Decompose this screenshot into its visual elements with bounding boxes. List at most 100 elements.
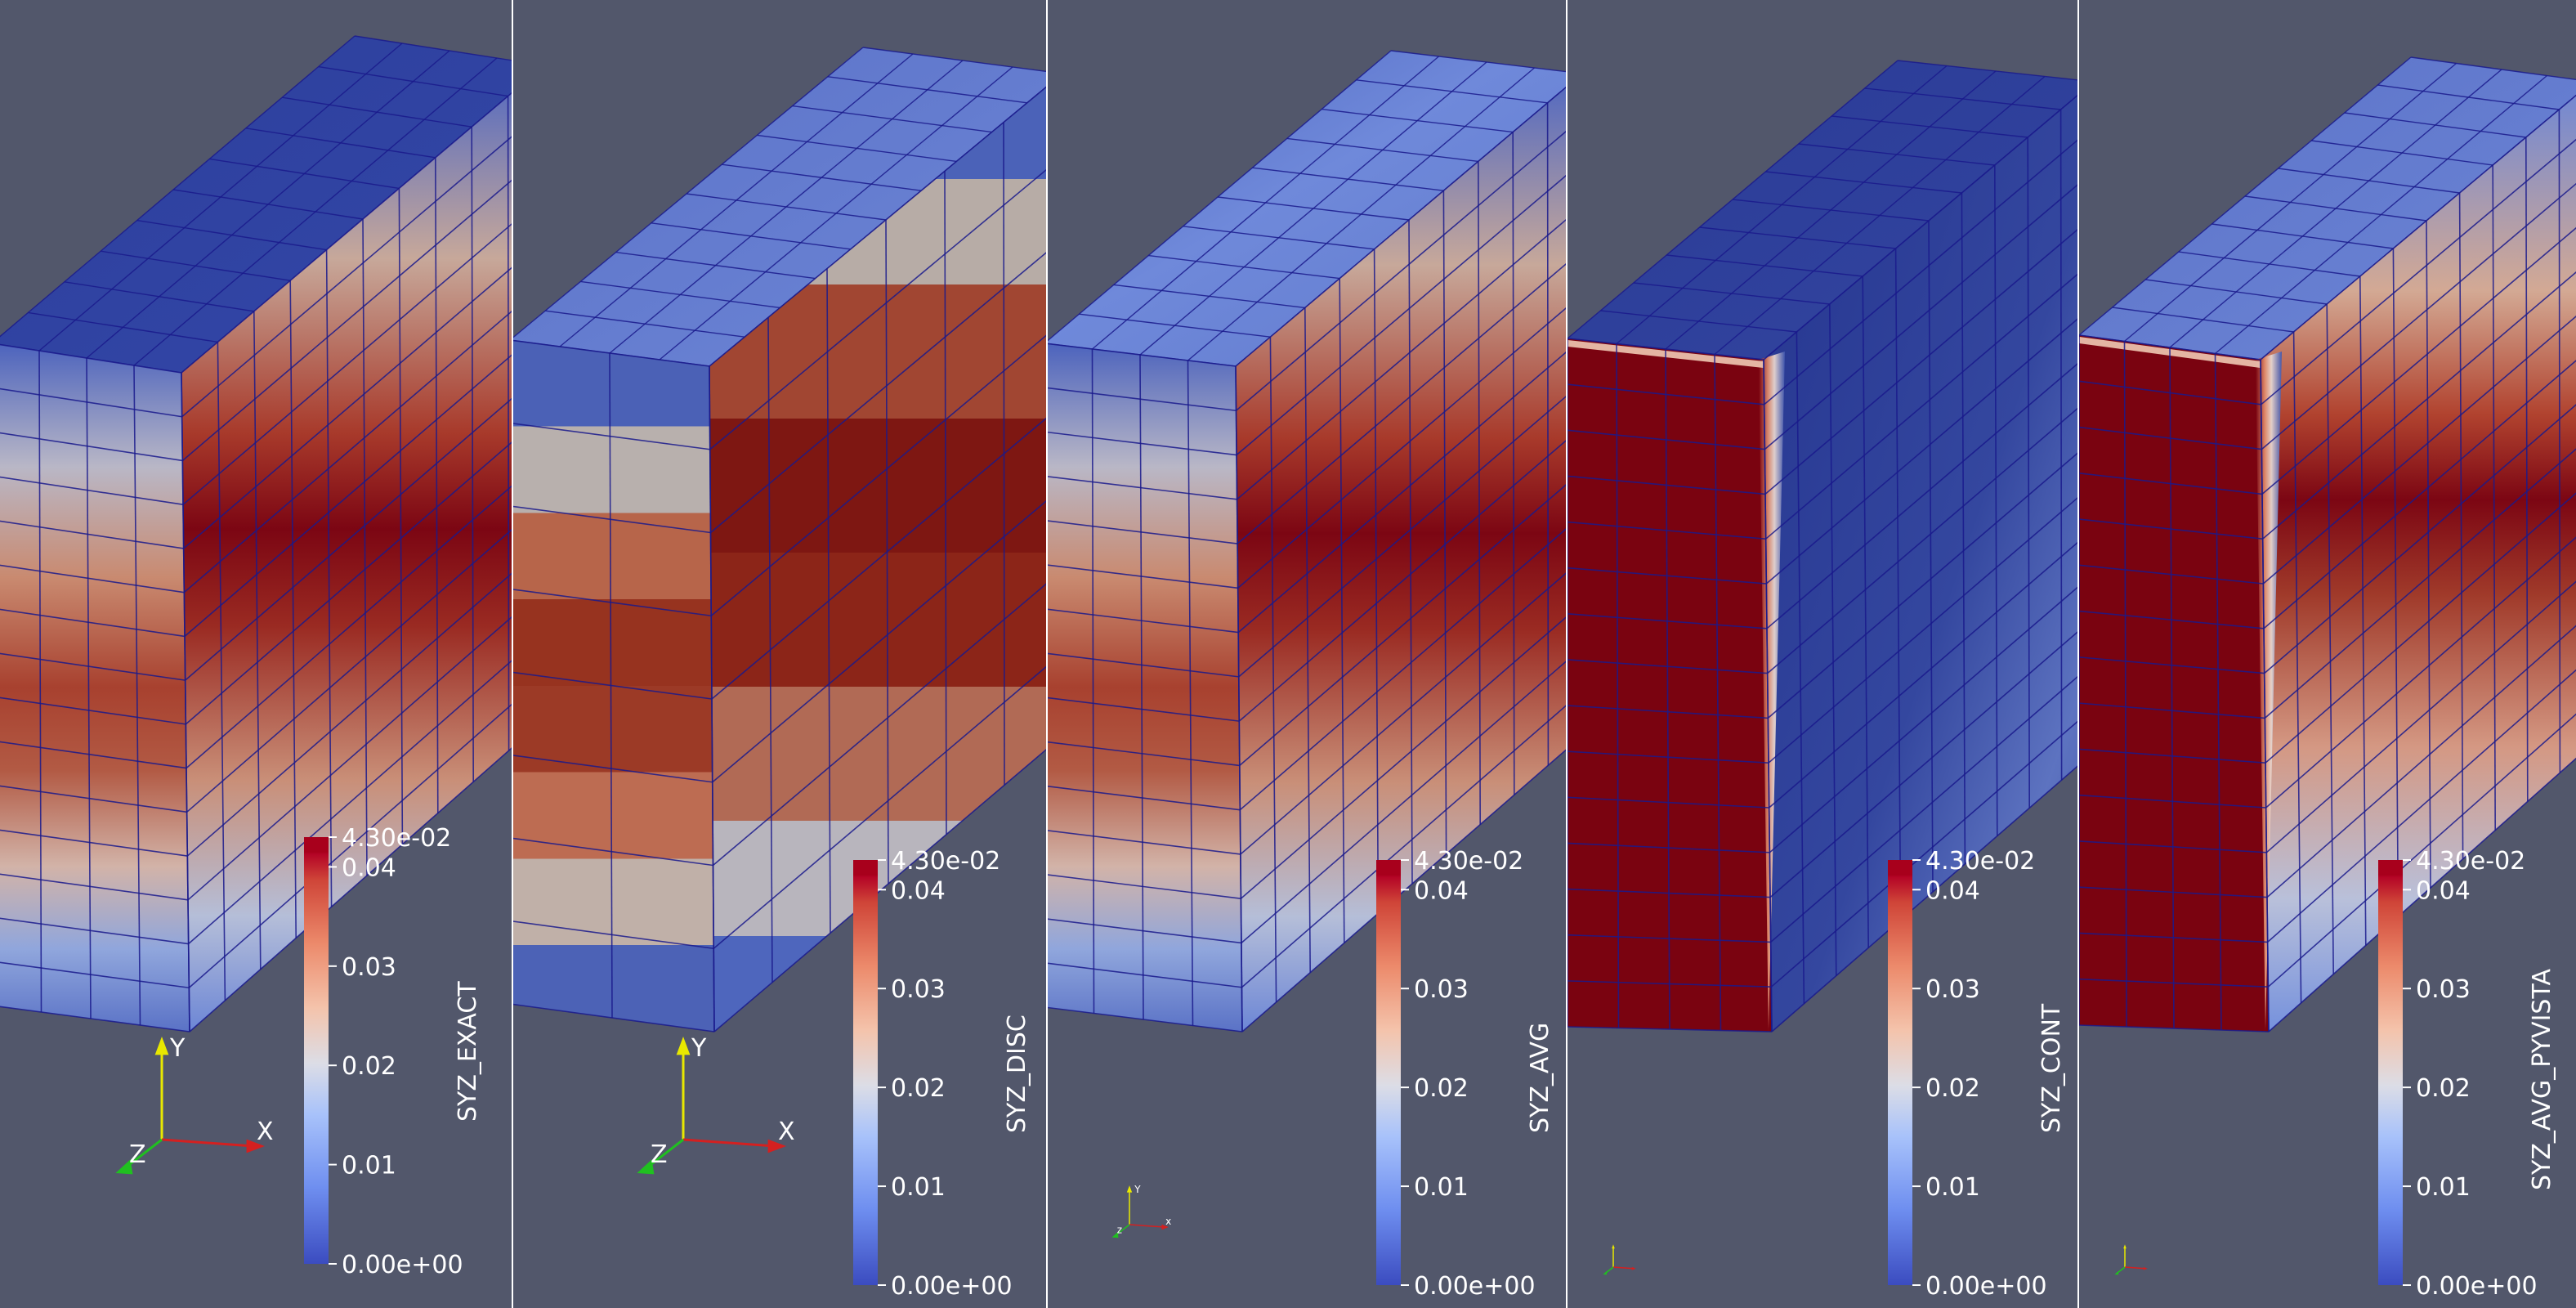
z-axis-arrow	[115, 1159, 133, 1175]
colorbar-tick-label: 0.01	[1925, 1173, 1980, 1202]
panel-divider	[2077, 0, 2079, 1308]
right-face-mesh	[2260, 94, 2576, 1033]
y-axis-arrow	[676, 1037, 691, 1055]
z-axis-line	[1604, 1266, 1614, 1274]
panel-cont: 4.30e-020.04 0.03 0.02 0.01 0.00e+00 SYZ_CONT	[1568, 0, 2077, 1308]
z-axis-line	[125, 1138, 163, 1169]
colorbar-tick-label: 0.03	[891, 975, 946, 1004]
z-axis-label: Z	[129, 1140, 146, 1169]
colorbar-min-label: 0.00e+00	[1414, 1272, 1536, 1301]
colorbar-tick-label: 0.01	[2416, 1173, 2471, 1202]
panel-divider	[512, 0, 513, 1308]
block-top-face	[1568, 60, 2077, 360]
colorbar-gradient	[2378, 860, 2403, 1285]
x-axis-line	[161, 1138, 254, 1148]
z-axis-arrow	[637, 1159, 655, 1175]
y-axis-label: Y	[1134, 1184, 1141, 1195]
colorbar: 4.30e-020.04 0.03 0.02 0.01 0.00e+00	[1376, 847, 1536, 1301]
colorbar-tick-label: 0.02	[891, 1074, 946, 1103]
colorbar-tick-label: 0.02	[1414, 1074, 1469, 1103]
colorbar-gradient	[1376, 860, 1401, 1285]
y-axis-label: Y	[691, 1034, 707, 1063]
colorbar-tick-label: 0.03	[342, 953, 396, 982]
x-axis-arrow	[1631, 1266, 1636, 1270]
x-axis-line	[682, 1138, 776, 1148]
block-top-face	[1048, 51, 1566, 366]
colorbar-tick-label: 0.04	[891, 876, 946, 905]
colorbar: 4.30e-020.04 0.03 0.02 0.01 0.00e+00	[1888, 847, 2047, 1301]
block-top-face	[0, 36, 512, 373]
z-axis-label: z	[1117, 1225, 1122, 1236]
colorbar-max-label: 4.30e-02	[891, 847, 1000, 876]
block-top-face	[513, 47, 1046, 366]
x-axis-arrow	[246, 1139, 265, 1153]
colorbar-tick-label: 0.03	[1925, 975, 1980, 1004]
right-face-mesh	[181, 92, 512, 1033]
colorbar-gradient	[853, 860, 878, 1285]
colorbar-title: SYZ_AVG	[1526, 1023, 1554, 1133]
y-axis-arrow	[2123, 1244, 2127, 1249]
colorbar: 4.30e-020.04 0.03 0.02 0.01 0.00e+00	[304, 824, 463, 1279]
panel-avg: 4.30e-020.04 0.03 0.02 0.01 0.00e+00 SYZ_AVG Y…	[1048, 0, 1566, 1308]
colorbar-tick-label: 0.02	[342, 1052, 396, 1081]
orientation-axes	[1603, 1244, 1636, 1275]
colorbar-min-label: 0.00e+00	[891, 1272, 1013, 1301]
colorbar-tick-label: 0.02	[2416, 1074, 2471, 1103]
y-axis-arrow	[1126, 1185, 1133, 1193]
x-axis-label: X	[778, 1118, 795, 1146]
x-axis-line	[1129, 1224, 1165, 1228]
x-axis-line	[2124, 1266, 2145, 1270]
x-axis-arrow	[2143, 1266, 2148, 1270]
z-axis-arrow	[1111, 1232, 1119, 1239]
colorbar: 4.30e-020.04 0.03 0.02 0.01 0.00e+00	[2378, 847, 2538, 1301]
colorbar-title: SYZ_DISC	[1003, 1015, 1031, 1133]
colorbar-tick-label: 0.01	[891, 1173, 946, 1202]
colorbar-tick-label: 0.03	[2416, 975, 2471, 1004]
panel-disc: 4.30e-020.04 0.03 0.02 0.01 0.00e+00 SYZ_DISC…	[513, 0, 1046, 1308]
z-axis-line	[2116, 1266, 2126, 1274]
z-axis-line	[646, 1138, 684, 1169]
colorbar-min-label: 0.00e+00	[342, 1251, 463, 1279]
colorbar-gradient	[1888, 860, 1912, 1285]
colorbar-min-label: 0.00e+00	[1925, 1272, 2047, 1301]
panel-divider	[1046, 0, 1048, 1308]
x-axis-label: X	[257, 1118, 274, 1146]
block-right-face	[181, 92, 512, 1032]
colorbar: 4.30e-020.04 0.03 0.02 0.01 0.00e+00	[853, 847, 1013, 1301]
orientation-axes: Yx z	[1111, 1184, 1171, 1239]
right-face-mesh	[1763, 94, 2077, 1033]
colorbar-title: SYZ_EXACT	[454, 981, 482, 1122]
x-axis-arrow	[767, 1139, 786, 1153]
colorbar-tick-label: 0.04	[1925, 876, 1980, 905]
colorbar-tick-label: 0.04	[2416, 876, 2471, 905]
colorbar-max-label: 4.30e-02	[1414, 847, 1523, 876]
colorbar-title: SYZ_CONT	[2037, 1003, 2066, 1133]
x-axis-line	[1612, 1266, 1634, 1270]
block-top-face	[2079, 57, 2576, 360]
z-axis-label: Z	[651, 1140, 668, 1169]
block-right-face	[1236, 87, 1566, 1032]
colorbar-max-label: 4.30e-02	[1925, 847, 2035, 876]
z-axis-arrow	[2114, 1271, 2119, 1275]
orientation-axes: Y X Z	[115, 1034, 274, 1175]
z-axis-arrow	[1603, 1271, 1608, 1275]
colorbar-min-label: 0.00e+00	[2416, 1272, 2538, 1301]
colorbar-tick-label: 0.01	[342, 1152, 396, 1180]
colorbar-title: SYZ_AVG_PYVISTA	[2528, 969, 2556, 1190]
z-axis-line	[1115, 1224, 1130, 1236]
x-axis-label: x	[1165, 1216, 1171, 1227]
block-front-face	[1048, 343, 1242, 1032]
block-right-face	[2261, 95, 2576, 1032]
y-axis-label: Y	[169, 1034, 186, 1063]
colorbar-tick-label: 0.03	[1414, 975, 1469, 1004]
panel-exact: 4.30e-020.04 0.03 0.02 0.01 0.00e+00 SYZ_EXAC…	[0, 0, 512, 1308]
colorbar-tick-label: 0.04	[342, 853, 396, 882]
block-front-face	[0, 344, 190, 1032]
block-right-face	[1764, 95, 2077, 1032]
top-face-mesh	[0, 35, 512, 374]
colorbar-max-label: 4.30e-02	[342, 824, 451, 853]
colorbar-tick-label: 0.02	[1925, 1074, 1980, 1103]
top-face-mesh	[513, 47, 1046, 367]
